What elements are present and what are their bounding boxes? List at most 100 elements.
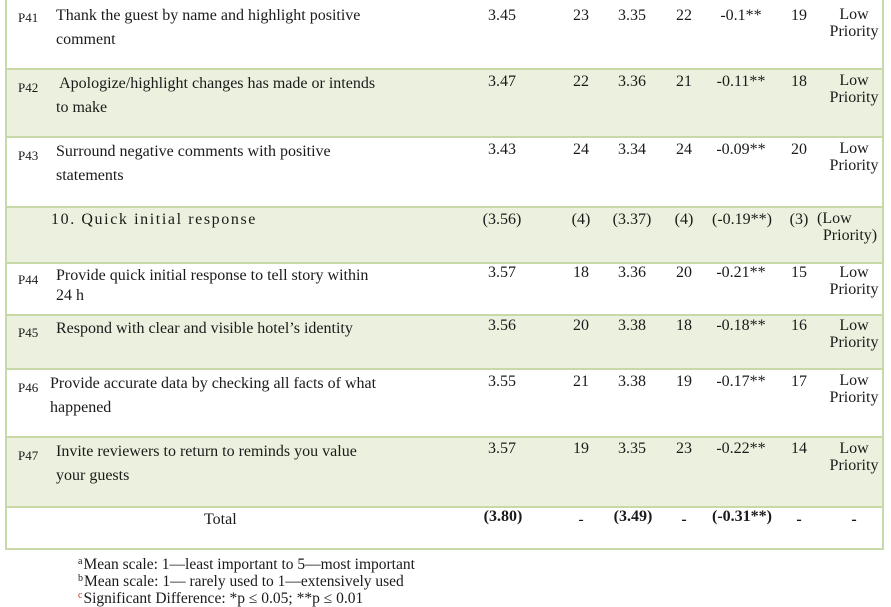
importance-mean: 3.55	[488, 373, 516, 390]
priority-level: Low	[839, 317, 869, 334]
item-text: Respond with clear and visible hotel’s i…	[56, 320, 353, 337]
importance-mean: 3.43	[488, 141, 516, 158]
difference-rank: 20	[791, 141, 807, 158]
priority-level: Priority	[829, 23, 879, 40]
table-row: P43 Surround negative comments with posi…	[7, 138, 882, 208]
importance-rank: 22	[573, 73, 589, 90]
item-text: Provide quick initial response to tell s…	[56, 267, 369, 284]
group-row: 10. Quick initial response (3.56) (4) (3…	[7, 208, 882, 264]
item-code: P44	[18, 272, 39, 287]
priority-level: Priority	[829, 457, 879, 474]
item-text: Provide accurate data by checking all fa…	[50, 375, 377, 392]
table-row: P42 Apologize/highlight changes has made…	[7, 70, 882, 138]
item-text: Thank the guest by name and highlight po…	[56, 7, 361, 24]
priority-level: Priority)	[822, 227, 878, 244]
priority-level: Priority	[829, 334, 879, 351]
importance-rank: 18	[573, 264, 589, 281]
total-importance-mean: (3.80)	[483, 508, 523, 525]
item-text: happened	[50, 399, 112, 416]
item-text: Apologize/highlight changes has made or …	[56, 75, 376, 92]
priority-level: Low	[839, 6, 869, 23]
mean-difference: (-0.19**)	[712, 211, 772, 228]
item-text: to make	[56, 99, 108, 116]
usage-rank: 18	[676, 317, 692, 334]
difference-rank: 14	[791, 440, 807, 457]
importance-rank: 19	[573, 440, 589, 457]
item-code: P41	[18, 10, 39, 25]
usage-rank: 19	[676, 373, 692, 390]
importance-mean: 3.56	[488, 317, 516, 334]
mean-difference: -0.22**	[716, 440, 766, 457]
usage-mean: (3.37)	[612, 211, 652, 228]
total-label: Total	[204, 511, 237, 528]
difference-rank: 18	[791, 73, 807, 90]
table-row: P47 Invite reviewers to return to remind…	[7, 438, 882, 508]
total-usage-rank: -	[681, 511, 687, 528]
importance-mean: (3.56)	[482, 211, 522, 228]
priority-level: Priority	[829, 89, 879, 106]
difference-rank: (3)	[789, 211, 809, 228]
usage-rank: 24	[676, 141, 692, 158]
footnote-text: Mean scale: 1— rarely used to 1—extensiv…	[84, 573, 404, 590]
priority-level: Low	[839, 440, 869, 457]
footnote-c: cSignificant Difference: *p ≤ 0.05; **p …	[78, 588, 363, 607]
mean-difference: -0.1**	[720, 7, 762, 24]
footnote-marker: a	[78, 556, 83, 567]
item-code: P47	[18, 448, 39, 463]
importance-mean: 3.57	[488, 440, 516, 457]
total-row: Total (3.80) - (3.49) - (-0.31**) - -	[7, 508, 882, 548]
item-text: statements	[56, 167, 124, 184]
difference-rank: 17	[791, 373, 807, 390]
total-importance-rank: -	[578, 511, 584, 528]
item-code: P45	[18, 325, 39, 340]
usage-rank: 21	[676, 73, 692, 90]
priority-level: Low	[839, 72, 869, 89]
item-text: Invite reviewers to return to reminds yo…	[56, 443, 357, 460]
difference-rank: 16	[791, 317, 807, 334]
footnote-marker: c	[78, 590, 83, 601]
usage-rank: 23	[676, 440, 692, 457]
usage-rank: 22	[676, 7, 692, 24]
table-row: P41 Thank the guest by name and highligh…	[7, 0, 882, 70]
table-row: P44 Provide quick initial response to te…	[7, 264, 882, 316]
table-row: P45 Respond with clear and visible hotel…	[7, 316, 882, 370]
priority-level: Priority	[829, 281, 879, 298]
footnote-text: Mean scale: 1—least important to 5—most …	[83, 556, 415, 573]
item-code: P46	[18, 380, 39, 395]
item-text: 24 h	[56, 287, 84, 304]
importance-mean: 3.45	[488, 7, 516, 24]
usage-mean: 3.38	[618, 317, 646, 334]
usage-rank: (4)	[674, 211, 694, 228]
difference-rank: 19	[791, 7, 807, 24]
usage-rank: 20	[676, 264, 692, 281]
usage-mean: 3.35	[618, 440, 646, 457]
item-text: your guests	[56, 467, 130, 484]
usage-mean: 3.36	[618, 264, 646, 281]
usage-mean: 3.34	[618, 141, 646, 158]
table-row: P46 Provide accurate data by checking al…	[7, 370, 882, 438]
total-difference-rank: -	[796, 511, 802, 528]
item-code: P43	[18, 148, 39, 163]
footnote-a: aMean scale: 1—least important to 5—most…	[78, 554, 415, 573]
priority-level: (Low	[817, 210, 852, 227]
priority-level: Priority	[829, 157, 879, 174]
importance-rank: 24	[573, 141, 589, 158]
importance-mean: 3.47	[488, 73, 516, 90]
item-text: Surround negative comments with positive	[56, 143, 331, 160]
item-text: comment	[56, 31, 116, 48]
footnote-marker: b	[78, 573, 83, 584]
group-title: 10. Quick initial response	[51, 211, 258, 228]
importance-rank: (4)	[571, 211, 591, 228]
usage-mean: 3.35	[618, 7, 646, 24]
priority-level: Low	[839, 264, 869, 281]
importance-rank: 20	[573, 317, 589, 334]
footnote-b: bMean scale: 1— rarely used to 1—extensi…	[78, 571, 404, 590]
mean-difference: -0.11**	[716, 73, 766, 90]
item-code: P42	[18, 80, 39, 95]
priority-table: P41 Thank the guest by name and highligh…	[5, 0, 884, 550]
mean-difference: -0.09**	[716, 141, 766, 158]
priority-level: Priority	[829, 389, 879, 406]
mean-difference: -0.17**	[716, 373, 766, 390]
total-usage-mean: (3.49)	[613, 508, 653, 525]
total-priority: -	[851, 511, 857, 528]
